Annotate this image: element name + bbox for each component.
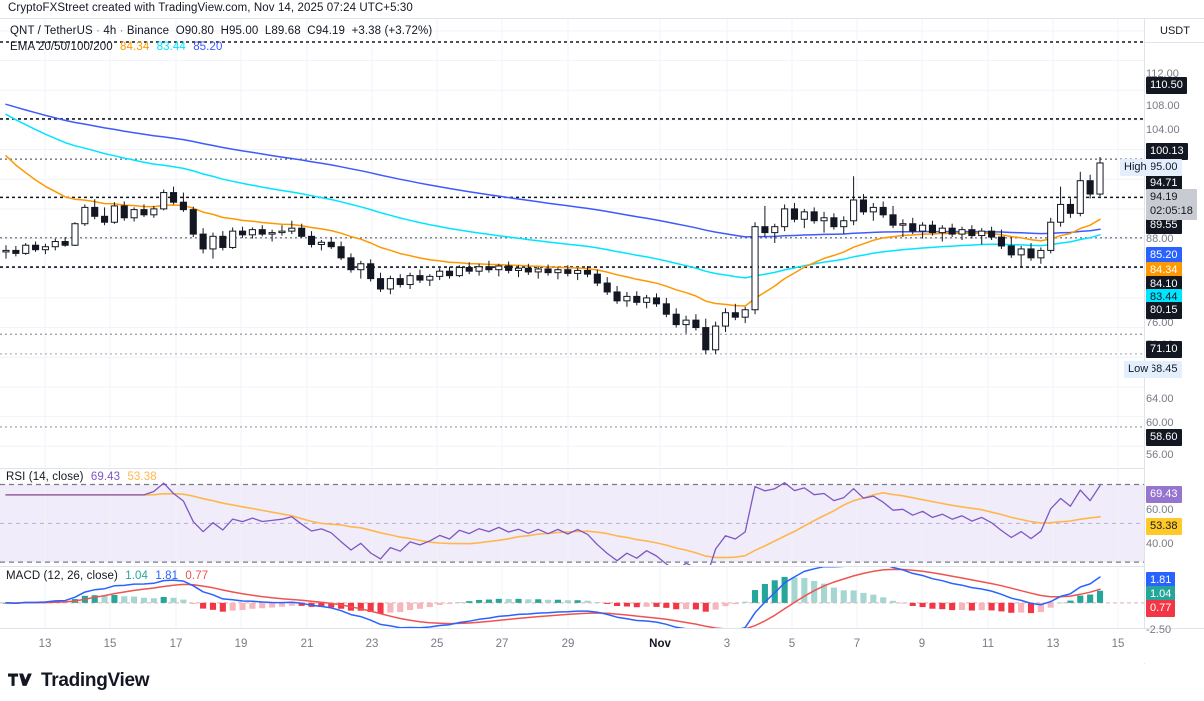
- price-axis-tick: 64.00: [1146, 393, 1174, 405]
- ohlc-close-value: 94.19: [315, 25, 345, 37]
- indicator-axis-label: 0.77: [1146, 600, 1176, 617]
- macd-histogram-value: 1.04: [125, 570, 149, 582]
- indicator-axis-label: 53.38: [1146, 518, 1182, 535]
- price-level-badge: 58.60: [1146, 429, 1182, 446]
- price-change: +3.38: [351, 25, 382, 37]
- price-chart-svg: [0, 19, 1144, 467]
- price-level-badge: 84.10: [1146, 276, 1182, 293]
- time-tick: 13: [38, 638, 52, 650]
- macd-line-value: 1.81: [155, 570, 179, 582]
- time-tick: 29: [561, 638, 575, 650]
- price-extreme-tag: Low: [1124, 361, 1153, 378]
- price-axis-tick: 60.00: [1146, 417, 1174, 429]
- ema100-value: 85.20: [193, 41, 223, 53]
- indicator-axis-label: 1.04: [1146, 586, 1176, 603]
- time-tick: 19: [234, 638, 248, 650]
- time-tick: 21: [300, 638, 314, 650]
- main-price-pane[interactable]: [0, 19, 1144, 467]
- ema-legend: EMA 20/50/100/200 84.34 83.44 85.20: [10, 41, 222, 53]
- ohlc-low-value: 89.68: [271, 25, 301, 37]
- price-level-badge: 100.13: [1146, 143, 1188, 160]
- tradingview-logo-icon: [8, 673, 32, 686]
- ema50-value: 83.44: [156, 41, 186, 53]
- price-extreme-tag: High: [1120, 159, 1151, 176]
- price-axis-tick: 88.00: [1146, 233, 1174, 245]
- price-level-badge: 89.55: [1146, 217, 1182, 234]
- rsi-ma-value: 53.38: [127, 471, 157, 483]
- price-level-badge: 80.15: [1146, 302, 1182, 319]
- time-tick: 11: [982, 638, 994, 650]
- symbol-exchange: Binance: [126, 25, 170, 37]
- tradingview-brand: TradingView: [41, 670, 150, 691]
- time-tick: 7: [853, 638, 861, 650]
- indicator-axis-label: 69.43: [1146, 486, 1182, 503]
- time-tick: 17: [169, 638, 183, 650]
- attribution-text: CryptoFXStreet created with TradingView.…: [8, 2, 413, 14]
- ema-legend-title[interactable]: EMA 20/50/100/200: [10, 41, 113, 53]
- price-level-badge: 85.20: [1146, 247, 1182, 264]
- macd-chart-svg: [0, 567, 1144, 646]
- price-axis-tick: 56.00: [1146, 449, 1174, 461]
- ohlc-open-label: O: [175, 25, 185, 37]
- price-extreme-badge: 68.45: [1146, 361, 1182, 378]
- symbol-name[interactable]: QNT / TetherUS: [10, 25, 93, 37]
- last-price-countdown: 94.19 02:05:18: [1146, 189, 1197, 220]
- chart-frame: QNT / TetherUS · 4h · Binance O90.80 H95…: [0, 18, 1204, 664]
- macd-legend: MACD (12, 26, close) 1.04 1.81 0.77: [6, 570, 208, 582]
- footer: TradingView: [8, 670, 150, 692]
- price-extreme-badge: 95.00: [1146, 159, 1182, 176]
- rsi-value: 69.43: [90, 471, 121, 483]
- time-tick: 15: [103, 638, 117, 650]
- time-tick: 15: [1111, 638, 1125, 650]
- indicator-axis-label: -2.50: [1146, 624, 1172, 636]
- macd-signal-value: 0.77: [185, 570, 209, 582]
- time-tick: 5: [788, 638, 796, 650]
- ema20-value: 84.34: [120, 41, 150, 53]
- price-axis-tick: 108.00: [1146, 100, 1180, 112]
- rsi-chart-svg: [0, 469, 1144, 565]
- ohlc-open-value: 90.80: [184, 25, 215, 37]
- macd-legend-title[interactable]: MACD (12, 26, close): [6, 570, 118, 582]
- price-axis-tick: 76.00: [1146, 317, 1174, 329]
- indicator-axis-label: 40.00: [1146, 538, 1174, 550]
- bar-countdown-timer: 02:05:18: [1150, 205, 1193, 217]
- rsi-pane[interactable]: RSI (14, close) 69.43 53.38: [0, 468, 1144, 565]
- price-level-badge: 71.10: [1146, 341, 1182, 358]
- price-level-badge: 94.71: [1146, 175, 1182, 192]
- time-tick: 9: [918, 638, 926, 650]
- time-scale[interactable]: 13 15 17 19 21 23 25 27 29 Nov 3 5 7 9 11 13 15: [0, 628, 1204, 663]
- indicator-axis-label: 60.00: [1146, 504, 1174, 516]
- time-tick: 25: [430, 638, 444, 650]
- rsi-legend-title[interactable]: RSI (14, close): [6, 471, 84, 483]
- price-axis-tick: 104.00: [1146, 124, 1180, 136]
- indicator-axis-label: 1.81: [1146, 572, 1176, 589]
- time-tick: 27: [495, 638, 509, 650]
- time-tick: Nov: [649, 638, 671, 650]
- price-level-badge: 84.34: [1146, 262, 1182, 279]
- ohlc-high-label: H: [220, 25, 230, 37]
- time-tick: 3: [723, 638, 731, 650]
- time-tick: 13: [1046, 638, 1060, 650]
- ohlc-close-label: C: [307, 25, 316, 37]
- price-scale-unit: USDT: [1145, 19, 1204, 43]
- price-level-badge: 110.50: [1146, 77, 1187, 94]
- last-price-value: 94.19: [1150, 191, 1178, 203]
- price-level-badge: 83.44: [1146, 289, 1182, 306]
- symbol-legend: QNT / TetherUS · 4h · Binance O90.80 H95…: [10, 25, 433, 37]
- ohlc-low-label: L: [264, 25, 272, 37]
- symbol-interval[interactable]: 4h: [103, 25, 117, 37]
- price-change-percent: (+3.72%): [384, 25, 433, 37]
- ohlc-high-value: 95.00: [229, 25, 259, 37]
- rsi-legend: RSI (14, close) 69.43 53.38: [6, 471, 157, 483]
- time-tick: 23: [365, 638, 379, 650]
